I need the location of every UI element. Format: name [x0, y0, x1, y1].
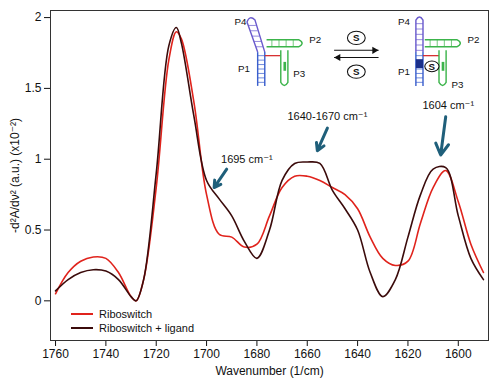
svg-text:1640-1670 cm⁻¹: 1640-1670 cm⁻¹: [287, 110, 367, 122]
svg-text:1680: 1680: [244, 347, 271, 361]
svg-text:1720: 1720: [143, 347, 170, 361]
svg-text:Wavenumber (1/cm): Wavenumber (1/cm): [215, 364, 323, 378]
svg-text:1760: 1760: [42, 347, 69, 361]
svg-text:P2: P2: [467, 34, 479, 45]
svg-text:0.5: 0.5: [25, 223, 42, 237]
svg-text:1620: 1620: [395, 347, 422, 361]
svg-text:1740: 1740: [93, 347, 120, 361]
svg-text:1: 1: [35, 152, 42, 166]
svg-text:1604 cm⁻¹: 1604 cm⁻¹: [422, 99, 474, 111]
svg-text:0: 0: [35, 294, 42, 308]
svg-text:1.5: 1.5: [25, 81, 42, 95]
html-text:Riboswitch: Riboswitch: [99, 308, 153, 321]
svg-text:2: 2: [35, 10, 42, 24]
svg-text:1695 cm⁻¹: 1695 cm⁻¹: [221, 153, 273, 165]
svg-text:P3: P3: [451, 79, 463, 90]
html-text:Riboswitch + ligand: Riboswitch + ligand: [99, 322, 195, 335]
svg-text:P3: P3: [293, 68, 305, 79]
svg-text:P1: P1: [398, 66, 410, 77]
svg-text:-d²A/dν² (a.u.) (x10⁻²): -d²A/dν² (a.u.) (x10⁻²): [8, 118, 22, 233]
svg-text:P1: P1: [238, 63, 250, 74]
svg-text:1640: 1640: [344, 347, 371, 361]
svg-text:P4: P4: [235, 16, 248, 27]
svg-text:S: S: [353, 32, 360, 43]
svg-text:P2: P2: [309, 34, 321, 45]
svg-text:1700: 1700: [193, 347, 220, 361]
svg-text:P4: P4: [398, 16, 411, 27]
svg-text:1660: 1660: [294, 347, 321, 361]
svg-text:S: S: [353, 66, 360, 77]
svg-text:S: S: [429, 61, 436, 72]
svg-text:1600: 1600: [445, 347, 472, 361]
